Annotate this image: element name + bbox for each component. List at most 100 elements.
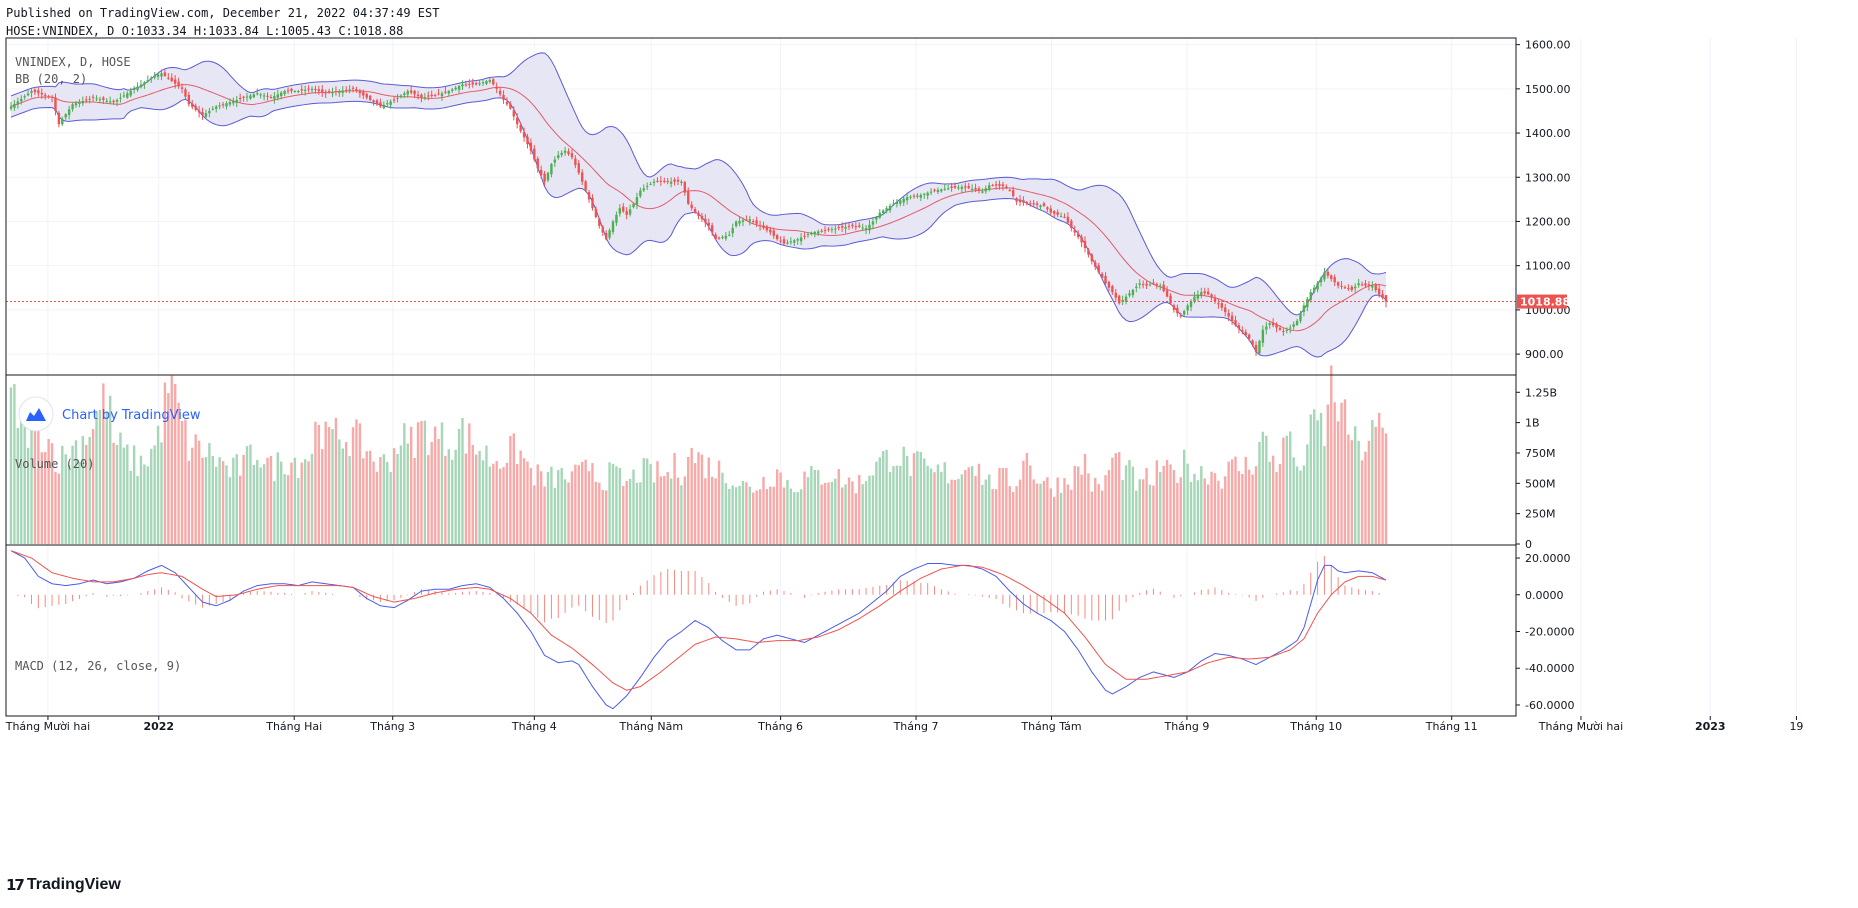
volume-bar xyxy=(1042,480,1046,544)
candle-body xyxy=(1210,294,1213,298)
last-price-badge xyxy=(1517,294,1567,309)
watermark-text[interactable]: Chart by TradingView xyxy=(62,408,201,423)
volume-bars xyxy=(9,365,1388,544)
volume-bar xyxy=(1049,488,1052,544)
candle-body xyxy=(858,225,861,227)
ohlc-line: HOSE:VNINDEX, D O:1033.34 H:1033.84 L:10… xyxy=(6,24,404,38)
volume-bar xyxy=(40,452,43,544)
candle-body xyxy=(396,97,399,99)
candle-body xyxy=(871,221,875,225)
volume-bar xyxy=(1295,466,1299,544)
candle-body xyxy=(806,234,810,236)
volume-bar xyxy=(355,419,358,544)
volume-bar xyxy=(717,460,721,544)
volume-bar xyxy=(813,469,816,544)
time-scale: Tháng Mười hai 2022 Tháng Hai Tháng 3 Tháng … xyxy=(5,715,1803,733)
candle-body xyxy=(464,84,468,86)
candle-body xyxy=(88,98,91,100)
volume-bar xyxy=(704,478,707,544)
candle-body xyxy=(1254,344,1258,352)
candle-body xyxy=(505,102,509,105)
candle-body xyxy=(1022,200,1025,203)
candle-body xyxy=(64,114,67,118)
candle-body xyxy=(105,100,108,102)
candle-body xyxy=(126,93,129,98)
candle-body xyxy=(1029,203,1032,205)
volume-bar xyxy=(95,412,98,544)
candle-body xyxy=(940,189,943,192)
volume-bar xyxy=(1011,491,1015,544)
candle-body xyxy=(950,186,953,188)
candle-body xyxy=(468,83,471,85)
candle-body xyxy=(673,179,676,182)
candle-body xyxy=(1350,286,1353,290)
price-tick-label: 1300.00 xyxy=(1525,171,1571,184)
candle-body xyxy=(1275,323,1278,328)
volume-bar xyxy=(895,465,899,544)
volume-bar xyxy=(368,450,372,544)
candle-body xyxy=(700,215,704,220)
candle-body xyxy=(283,91,286,95)
volume-bar xyxy=(724,483,728,544)
volume-bar xyxy=(830,481,834,544)
candle-body xyxy=(1189,301,1193,307)
volume-bar xyxy=(1083,453,1087,544)
volume-bar xyxy=(789,488,793,544)
volume-bar xyxy=(437,439,440,544)
volume-bar xyxy=(341,448,344,544)
volume-bar xyxy=(197,440,201,544)
volume-bar xyxy=(741,480,745,544)
candle-body xyxy=(502,94,505,100)
candle-body xyxy=(386,103,389,105)
candle-body xyxy=(1111,286,1114,293)
volume-bar xyxy=(871,475,875,544)
volume-bar xyxy=(560,467,563,544)
volume-bar xyxy=(762,476,765,544)
candle-body xyxy=(303,89,307,91)
volume-bar xyxy=(1196,480,1200,544)
candle-body xyxy=(1299,313,1302,321)
volume-bar xyxy=(875,461,878,544)
candle-body xyxy=(1138,283,1141,285)
candle-body xyxy=(1278,327,1282,330)
candle-body xyxy=(204,113,208,117)
price-tick-label: 1400.00 xyxy=(1525,127,1571,140)
watermark[interactable]: Chart by TradingView xyxy=(18,396,201,432)
candle-body xyxy=(481,82,485,84)
candle-body xyxy=(430,94,433,97)
volume-bar xyxy=(779,472,782,544)
volume-bar xyxy=(919,452,923,544)
candle-body xyxy=(1083,241,1087,248)
macd-pane xyxy=(10,550,1387,710)
candle-body xyxy=(905,197,909,201)
volume-bar xyxy=(533,485,536,544)
volume-bar xyxy=(502,467,505,544)
volume-tick-label: 500M xyxy=(1525,477,1556,490)
volume-bar xyxy=(1350,440,1353,544)
price-scale: 1600.00 1500.00 1400.00 1300.00 1200.00 1100.… xyxy=(1516,39,1574,712)
volume-bar xyxy=(413,457,416,544)
volume-bar xyxy=(1035,483,1039,544)
volume-bar xyxy=(1343,399,1347,544)
tradingview-footer[interactable]: 𝟭𝟳 TradingView xyxy=(6,876,121,894)
volume-bar xyxy=(587,471,591,544)
candle-body xyxy=(1227,312,1230,317)
volume-bar xyxy=(988,474,991,544)
candle-body xyxy=(150,77,153,79)
volume-bar xyxy=(1265,435,1268,544)
candle-body xyxy=(215,106,218,109)
volume-bar xyxy=(909,476,912,544)
volume-bar xyxy=(581,461,584,544)
volume-bar xyxy=(553,487,557,544)
tradingview-logo-icon: 𝟭𝟳 xyxy=(6,877,25,894)
volume-bar xyxy=(115,444,119,544)
volume-bar xyxy=(755,490,758,544)
macd-legend: MACD (12, 26, close, 9) xyxy=(15,659,181,673)
volume-bar xyxy=(1063,478,1066,544)
candle-body xyxy=(604,232,608,240)
volume-bar xyxy=(136,475,139,544)
candle-body xyxy=(1087,249,1090,255)
candle-body xyxy=(1008,190,1011,192)
candle-body xyxy=(228,102,232,105)
